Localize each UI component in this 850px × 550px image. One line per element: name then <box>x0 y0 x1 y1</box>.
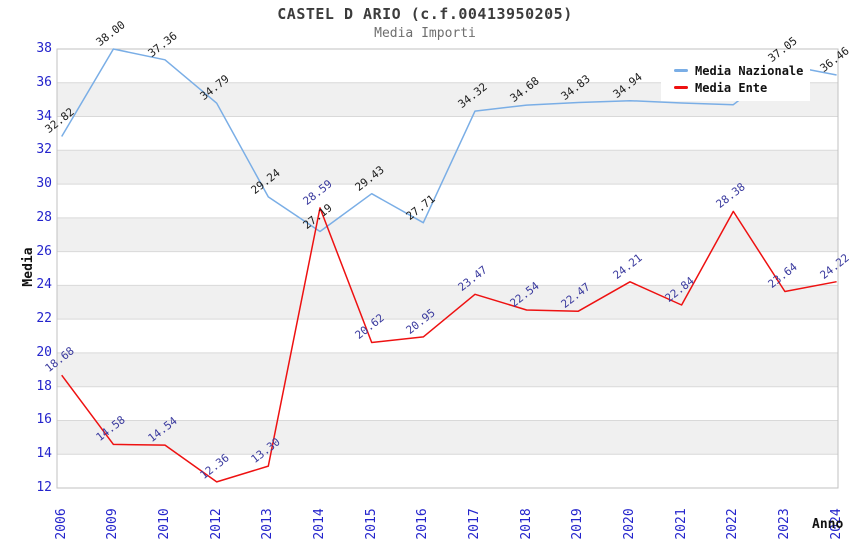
series-line-media-ente <box>61 207 837 483</box>
grid-band <box>57 217 838 252</box>
grid-band <box>57 285 838 320</box>
grid-band <box>57 420 838 455</box>
grid-band <box>57 352 838 387</box>
chart-subtitle: Media Importi <box>374 26 476 41</box>
x-axis-title: Anno <box>812 517 844 532</box>
legend-item-media-ente[interactable]: Media Ente <box>674 81 810 95</box>
media-ente-line-sample-icon <box>674 86 688 89</box>
legend-label-media-nazionale: Media Nazionale <box>695 63 804 78</box>
legend-label-media-ente: Media Ente <box>695 80 768 95</box>
legend-item-media-nazionale[interactable]: Media Nazionale <box>674 64 810 78</box>
grid-band <box>57 150 838 185</box>
media-nazionale-line-sample-icon <box>674 69 688 72</box>
series-line-media-nazionale <box>61 48 837 233</box>
legend: Media Nazionale Media Ente <box>661 57 810 101</box>
plot-border <box>56 48 839 489</box>
y-axis-title: Media <box>21 247 36 287</box>
chart-title: CASTEL D ARIO (c.f.00413950205) <box>277 5 573 23</box>
